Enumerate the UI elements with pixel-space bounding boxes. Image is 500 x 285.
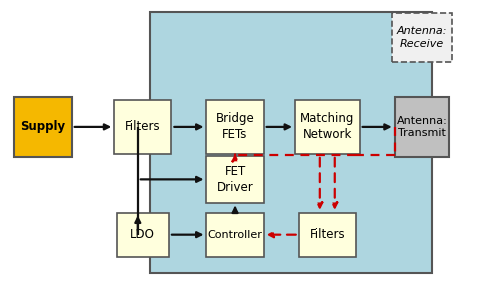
Bar (298, 213, 356, 257)
Text: Bridge
FETs: Bridge FETs (216, 112, 254, 141)
Bar (392, 13, 452, 62)
Bar (295, 100, 360, 154)
Bar (206, 100, 264, 154)
Bar (150, 12, 432, 273)
Bar (14, 97, 72, 157)
Bar (114, 100, 172, 154)
Bar (206, 213, 264, 257)
Text: FET
Driver: FET Driver (216, 165, 254, 194)
Text: LDO: LDO (130, 228, 155, 241)
Text: Matching
Network: Matching Network (300, 112, 354, 141)
Text: Filters: Filters (125, 120, 160, 133)
Bar (394, 97, 450, 157)
Text: Controller: Controller (208, 230, 262, 240)
Text: Antenna:
Receive: Antenna: Receive (397, 27, 448, 49)
Text: Filters: Filters (310, 228, 345, 241)
Bar (206, 156, 264, 203)
Text: Antenna:
Transmit: Antenna: Transmit (396, 116, 448, 138)
Bar (116, 213, 169, 257)
Text: Supply: Supply (20, 120, 66, 133)
